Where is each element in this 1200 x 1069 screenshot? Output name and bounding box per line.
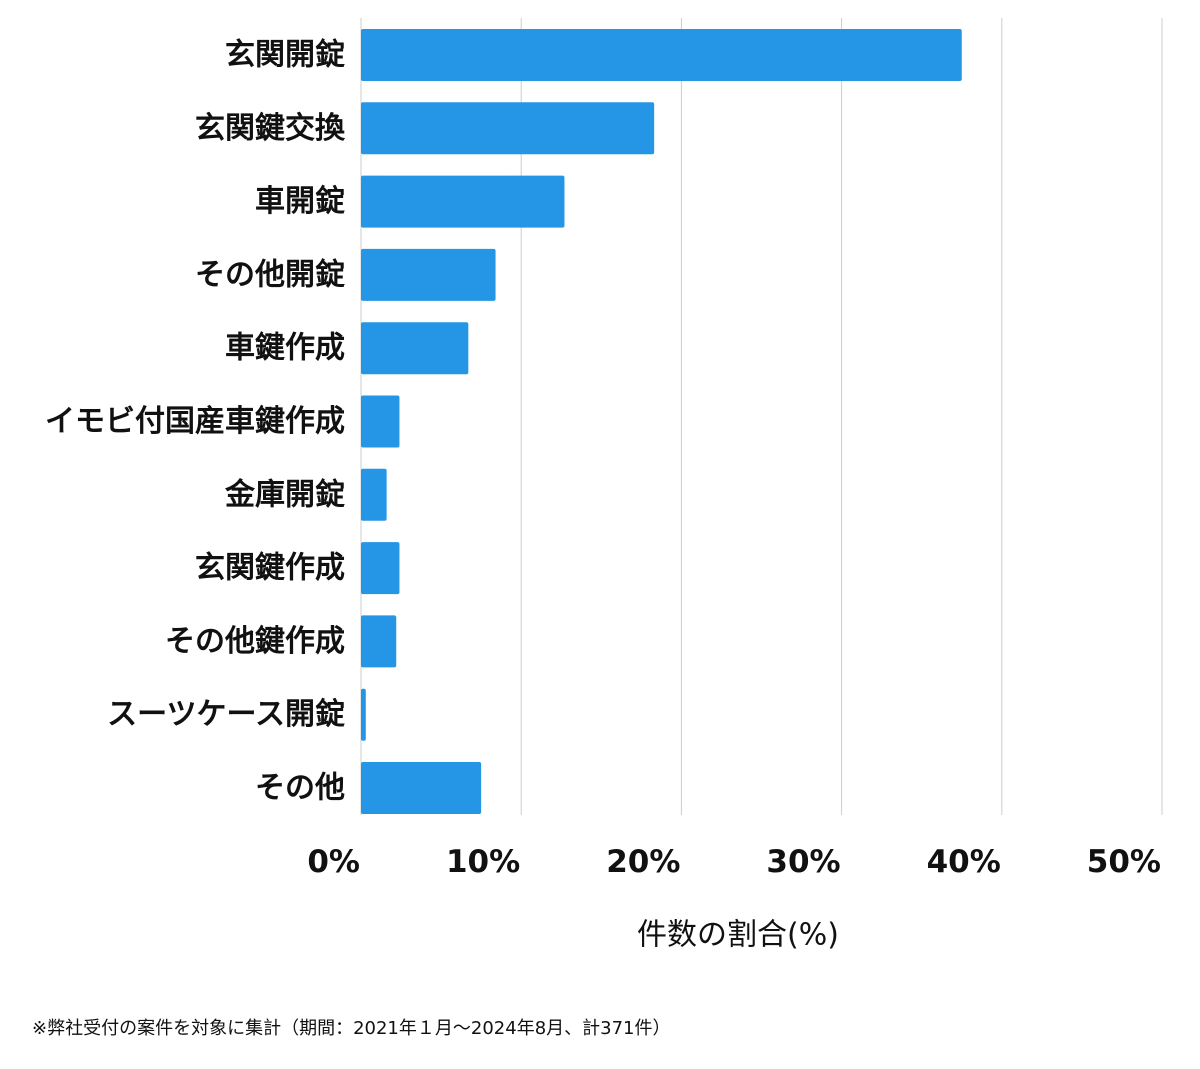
x-tick-label-40: 40%: [927, 844, 1001, 880]
x-tick-label-30: 30%: [766, 844, 840, 880]
category-label-8: その他鍵作成: [165, 624, 345, 659]
category-label-3: その他開錠: [195, 257, 345, 292]
category-label-1: 玄関鍵交換: [195, 111, 346, 146]
bar-5: [361, 395, 400, 448]
category-label-2: 車開錠: [255, 184, 345, 219]
category-label-0: 玄関開錠: [225, 38, 345, 73]
bar-1: [361, 102, 655, 155]
category-label-7: 玄関鍵作成: [195, 551, 345, 586]
category-label-10: その他: [255, 771, 345, 806]
bar-2: [361, 175, 565, 228]
bar-8: [361, 615, 397, 668]
x-tick-label-0: 0%: [307, 844, 360, 880]
bar-3: [361, 248, 496, 301]
category-label-4: 車鍵作成: [225, 331, 345, 366]
bar-6: [361, 468, 387, 521]
bar-chart: 玄関開錠玄関鍵交換車開錠その他開錠車鍵作成イモビ付国産車鍵作成金庫開錠玄関鍵作成…: [45, 18, 1163, 953]
x-axis-title: 件数の割合(%): [637, 918, 839, 953]
x-tick-label-20: 20%: [606, 844, 680, 880]
category-label-9: スーツケース開錠: [107, 697, 345, 732]
category-label-6: 金庫開錠: [224, 477, 345, 512]
bar-4: [361, 322, 469, 375]
x-tick-label-50: 50%: [1087, 844, 1161, 880]
bar-9: [361, 688, 366, 741]
category-label-5: イモビ付国産車鍵作成: [45, 404, 345, 439]
bar-0: [361, 29, 962, 81]
x-tick-label-10: 10%: [446, 844, 520, 880]
footnote: ※弊社受付の案件を対象に集計（期間：2021年１月〜2024年8月、計371件）: [32, 1018, 671, 1039]
bar-7: [361, 542, 400, 595]
bar-10: [361, 762, 482, 814]
